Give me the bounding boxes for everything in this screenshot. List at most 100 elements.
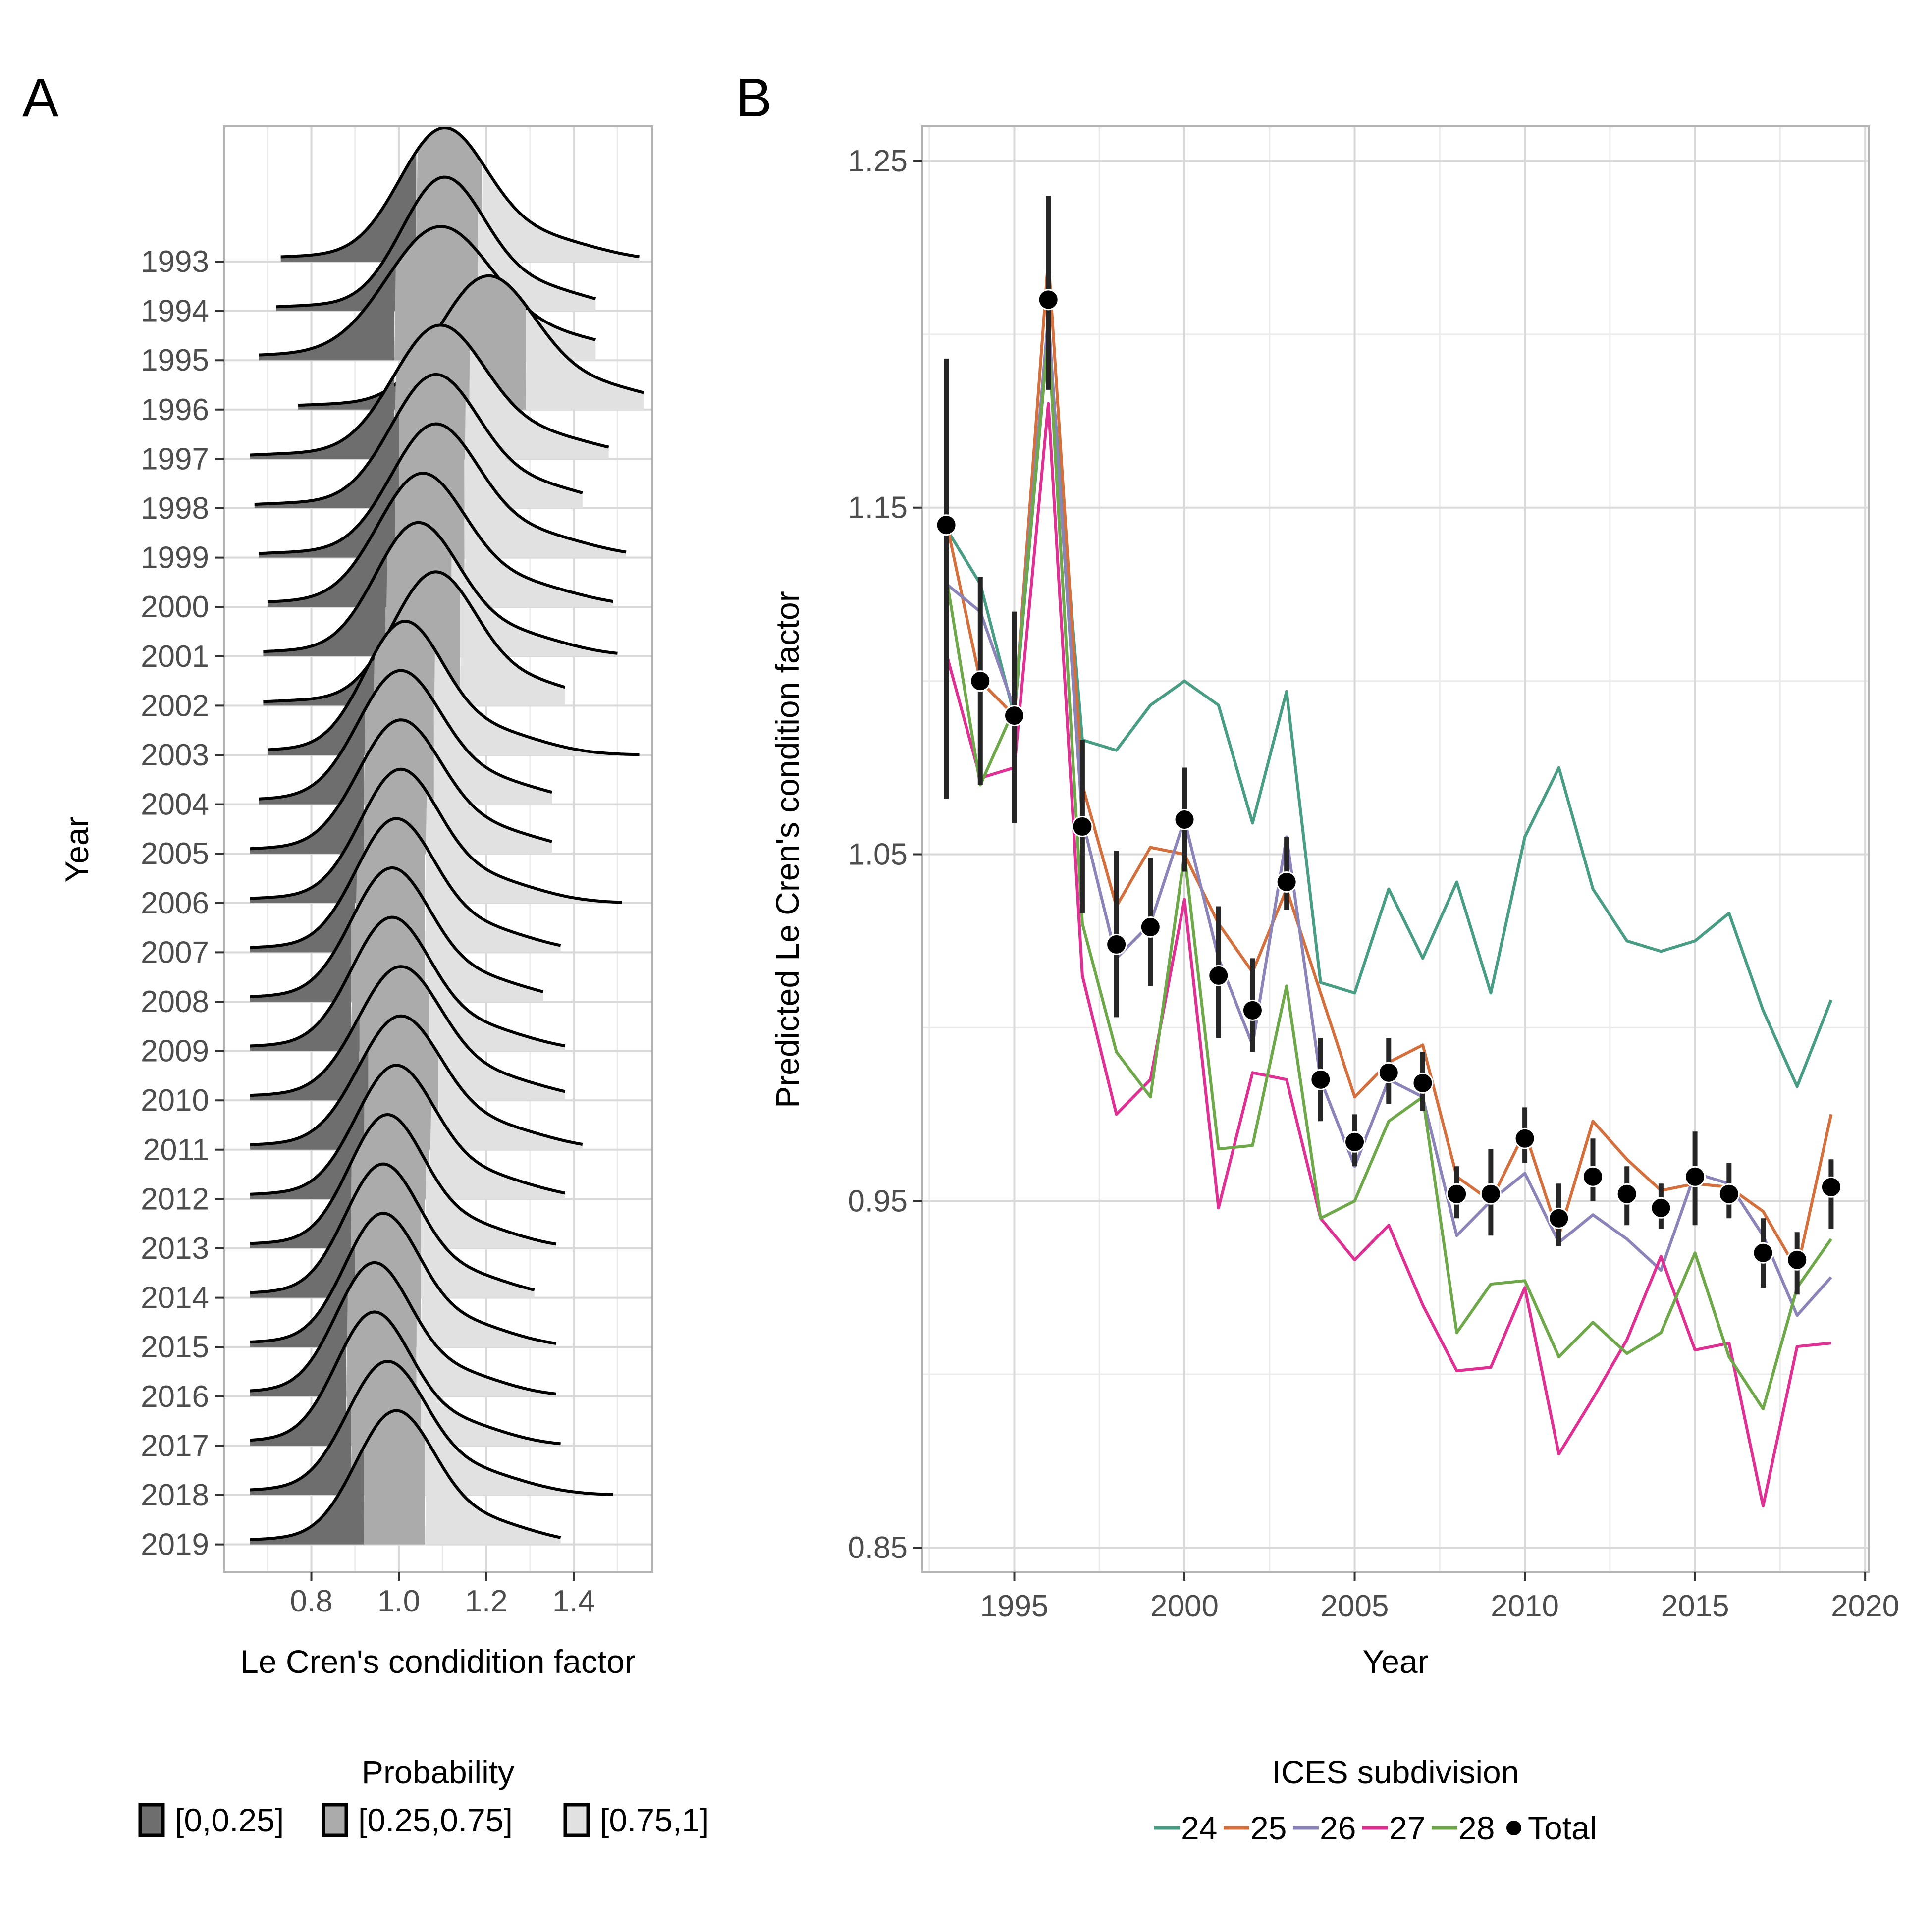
total-point — [1344, 1131, 1366, 1153]
ridgeline-year-label: 2009 — [141, 1034, 209, 1069]
probability-legend-label: [0.25,0.75] — [358, 1802, 513, 1838]
ridgeline-density-curve — [250, 1162, 535, 1294]
ridgeline-region-q4 — [421, 1209, 535, 1298]
ridgeline-region-q1 — [250, 1101, 364, 1199]
total-point — [1650, 1197, 1672, 1219]
ridgeline-region-q4 — [425, 1440, 561, 1545]
ridgeline-region-q4 — [464, 398, 583, 508]
total-point — [1106, 933, 1127, 955]
ridgeline-density-curve — [254, 373, 583, 506]
ridgeline-region-q1 — [259, 711, 364, 805]
ridgeline-year-label: 2014 — [141, 1281, 209, 1315]
ridgeline-year-label: 2005 — [141, 837, 209, 871]
ridgeline-density-curve — [259, 225, 596, 357]
line-x-tick-label: 2015 — [1661, 1589, 1729, 1623]
ridgeline-year-label: 1995 — [141, 343, 209, 377]
total-point — [1037, 289, 1059, 311]
ridgeline-year-label: 2007 — [141, 935, 209, 969]
ridgeline-density-curve — [250, 965, 566, 1097]
probability-legend-label: [0.75,1] — [600, 1802, 709, 1838]
ridgeline-year-label: 2006 — [141, 886, 209, 920]
total-point — [1480, 1183, 1502, 1205]
ridgeline-density-curve — [263, 521, 618, 655]
total-point — [1174, 809, 1195, 831]
total-point — [1820, 1176, 1842, 1198]
ridgeline-region-q1 — [250, 375, 395, 459]
panel-b-letter: B — [736, 67, 772, 128]
ridgeline-region-q4 — [425, 1162, 556, 1248]
ridgeline-density-curve — [268, 472, 614, 603]
ridgeline-region-q4 — [429, 1102, 565, 1199]
total-points — [935, 195, 1842, 1295]
ridgeline-chart: 1993 1994 1995 1996 1997 1998 1999 2000 2001 2002… — [58, 125, 709, 1838]
ridgeline-density-curve — [250, 817, 561, 949]
total-point — [1514, 1127, 1536, 1149]
ridgeline-region-q1 — [250, 1163, 351, 1248]
ridgeline-region-q4 — [438, 1055, 583, 1150]
ridgeline-density-curve — [250, 1360, 613, 1496]
line-y-tick-label: 0.95 — [848, 1184, 908, 1218]
probability-legend-swatch — [138, 1803, 165, 1837]
ridgeline-region-q1 — [268, 496, 395, 607]
probability-legend-title: Probability — [362, 1754, 514, 1790]
total-point — [1004, 705, 1025, 727]
ridgeline-year-label: 1996 — [141, 393, 209, 427]
ridgeline-year-label: 2011 — [143, 1133, 209, 1167]
ridgeline-density-curve — [259, 422, 627, 555]
ridgeline-year-label: 2012 — [141, 1182, 209, 1216]
ridgeline-x-axis-title: Le Cren's condidition factor — [240, 1643, 636, 1680]
ridgeline-year-label: 2008 — [141, 985, 209, 1019]
line-chart: 0.85 0.95 1.05 1.15 1.25 1995 2000 2005 2010 201… — [769, 125, 1899, 1846]
ridgeline-region-q1 — [250, 921, 351, 1002]
ridgeline-region-q4 — [416, 1366, 561, 1446]
probability-legend: Probability [0,0.25] [0.25,0.75] [0.75,1] — [138, 1754, 709, 1838]
line-y-tick-label: 1.15 — [848, 491, 908, 525]
ridgeline-x-tick-label: 1.4 — [552, 1584, 595, 1618]
total-point — [1548, 1207, 1570, 1229]
ridgeline-region-q1 — [250, 1447, 364, 1545]
ridgeline-region-q4 — [433, 702, 552, 805]
series-line-24 — [945, 332, 1833, 1088]
ices-legend: ICES subdivision 24 25 26 27 28 Total — [1154, 1754, 1597, 1846]
probability-legend-swatch — [322, 1803, 348, 1837]
total-point — [1139, 916, 1161, 938]
ridgeline-ridges — [250, 126, 644, 1545]
total-point — [1276, 871, 1297, 893]
ridgeline-year-label: 1994 — [141, 294, 209, 328]
ridgeline-year-label: 2000 — [141, 590, 209, 624]
line-x-tick-label: 2010 — [1491, 1589, 1559, 1623]
ridgeline-density-curve — [298, 274, 644, 407]
ridgeline-region-q4 — [460, 591, 565, 706]
ridgeline-region-q4 — [421, 1261, 556, 1347]
ridgeline-region-q1 — [259, 462, 399, 558]
total-point — [935, 514, 957, 536]
ridgeline-year-label: 2002 — [141, 689, 209, 723]
total-point — [1582, 1166, 1604, 1187]
ridgeline-year-label: 1993 — [141, 245, 209, 279]
total-point — [1412, 1072, 1434, 1094]
line-x-axis-title: Year — [1362, 1643, 1428, 1680]
ridgeline-year-ridge — [250, 1409, 561, 1545]
total-point — [1786, 1249, 1808, 1271]
ridgeline-year-label: 1998 — [141, 491, 209, 526]
ridgeline-region-q4 — [451, 553, 618, 656]
ices-legend-label: 25 — [1250, 1810, 1287, 1846]
ridgeline-density-curve — [250, 1212, 557, 1345]
line-y-tick-label: 0.85 — [848, 1531, 908, 1565]
ridgeline-region-q4 — [416, 1316, 556, 1396]
total-point — [1378, 1062, 1399, 1083]
ices-legend-label: 28 — [1458, 1810, 1495, 1846]
line-y-axis-title: Predicted Le Cren's condition factor — [769, 591, 805, 1108]
ridgeline-region-q1 — [250, 970, 351, 1051]
ridgeline-y-axis-title: Year — [58, 816, 95, 882]
line-y-tick-label: 1.25 — [848, 144, 908, 178]
ridgeline-density-curve — [250, 1310, 561, 1446]
probability-legend-swatch — [563, 1803, 590, 1837]
ridgeline-density-curve — [250, 1113, 557, 1246]
ridgeline-region-q1 — [250, 761, 364, 854]
ridgeline-region-q1 — [250, 871, 355, 953]
ices-legend-label: 26 — [1320, 1810, 1356, 1846]
ices-legend-label: 24 — [1181, 1810, 1217, 1846]
ridgeline-year-label: 2018 — [141, 1478, 209, 1512]
